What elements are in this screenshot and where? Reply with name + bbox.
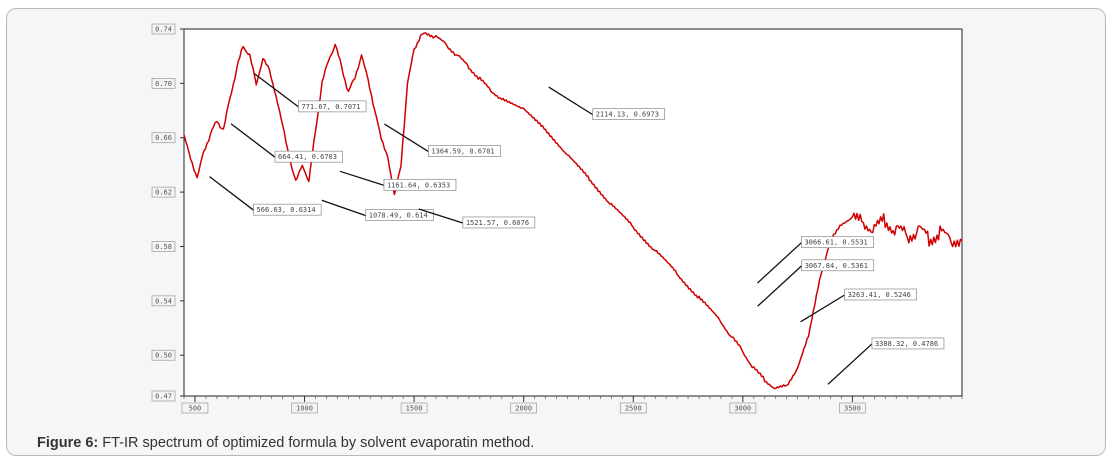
- peak-leader-line: [800, 294, 845, 323]
- y-tick-box: [151, 132, 176, 144]
- peak-leader-line: [209, 176, 254, 211]
- peak-label: 3263.41, 0.5246: [848, 291, 911, 299]
- peak-label: 664.41, 0.6703: [278, 153, 337, 161]
- x-tick-box: [400, 402, 428, 414]
- x-tick-box: [510, 402, 538, 414]
- peak-leader-line: [418, 208, 464, 224]
- y-tick-label: 0.58: [155, 243, 172, 251]
- caption-text: FT-IR spectrum of optimized formula by s…: [102, 435, 535, 451]
- x-tick-label: 1000: [296, 405, 313, 413]
- y-tick-label: 0.66: [155, 134, 172, 142]
- annotation-layer: 566.63, 0.6314 664.41, 0.6703 771.67, 0.70…: [209, 73, 945, 385]
- peak-label: 3388.32, 0.4786: [875, 340, 938, 348]
- y-tick-box: [151, 23, 176, 35]
- peak-leader-line: [321, 199, 366, 217]
- peak-leader-line: [230, 123, 276, 158]
- y-tick-label: 0.50: [155, 352, 172, 360]
- peak-label: 771.67, 0.7071: [301, 103, 360, 111]
- x-axis: 500 1000 1500 2000 2500 3000 3500: [181, 396, 963, 414]
- y-tick-box: [151, 295, 176, 307]
- x-tick-box: [291, 402, 318, 414]
- y-tick-label: 0.74: [155, 26, 172, 34]
- peak-label-box: [383, 178, 457, 191]
- x-tick-box: [181, 402, 209, 414]
- y-tick-box: [151, 349, 176, 361]
- peak-label-box: [365, 209, 434, 221]
- peak-leader-line: [757, 265, 803, 307]
- x-tick-box: [839, 402, 866, 414]
- peak-label: 3067.84, 0.5361: [805, 262, 868, 270]
- y-tick-label: 0.54: [155, 297, 172, 305]
- y-tick-box: [151, 186, 176, 198]
- peak-label-box: [253, 203, 322, 216]
- peak-leader-line: [384, 123, 429, 153]
- x-tick-label: 3500: [844, 405, 861, 413]
- peak-label-box: [298, 100, 367, 113]
- peak-leader-line: [254, 73, 299, 108]
- peak-label: 1364.59, 0.6701: [431, 148, 494, 156]
- x-tick-label: 2500: [625, 405, 642, 413]
- peak-label: 1521.57, 0.6076: [466, 219, 529, 227]
- y-axis: 0.74 0.70 0.66 0.62 0.58 0.54 0.50 0.47: [151, 23, 184, 402]
- y-tick-box: [151, 241, 176, 252]
- peak-label-box: [592, 108, 666, 120]
- y-tick-box: [151, 78, 176, 89]
- y-tick-label: 0.62: [155, 189, 172, 197]
- y-tick-label: 0.47: [155, 393, 172, 401]
- peak-leader-line: [339, 170, 385, 186]
- peak-leader-line: [757, 242, 802, 284]
- x-tick-box: [729, 402, 757, 414]
- peak-label: 1161.64, 0.6353: [387, 181, 450, 189]
- figure-card: 0.74 0.70 0.66 0.62 0.58 0.54 0.50 0.47 500 1000…: [6, 8, 1106, 456]
- peak-label-box: [801, 259, 875, 272]
- x-tick-label: 500: [189, 405, 202, 413]
- caption-label: Figure 6:: [37, 435, 99, 451]
- peak-leader-line: [827, 343, 873, 385]
- figure-caption: Figure 6: FT-IR spectrum of optimized fo…: [37, 435, 534, 451]
- peak-label-box: [274, 150, 343, 163]
- peak-label: 566.63, 0.6314: [257, 206, 316, 214]
- peak-label: 3066.61, 0.5531: [804, 239, 867, 247]
- peak-label: 1078.49, 0.614: [369, 212, 428, 220]
- peak-label-box: [801, 236, 874, 249]
- y-tick-label: 0.70: [155, 80, 172, 88]
- x-tick-box: [619, 402, 647, 414]
- peak-label-box: [844, 288, 917, 301]
- x-tick-label: 2000: [515, 405, 532, 413]
- peak-label: 2114.13, 0.6973: [596, 111, 659, 119]
- y-tick-box: [151, 390, 176, 402]
- peak-label-box: [462, 216, 536, 229]
- x-tick-label: 1500: [406, 405, 423, 413]
- peak-leader-line: [548, 86, 594, 116]
- ftir-chart: 0.74 0.70 0.66 0.62 0.58 0.54 0.50 0.47 500 1000…: [151, 23, 963, 414]
- peak-label-box: [871, 337, 945, 350]
- peak-label-box: [428, 145, 501, 157]
- x-tick-label: 3000: [734, 405, 751, 413]
